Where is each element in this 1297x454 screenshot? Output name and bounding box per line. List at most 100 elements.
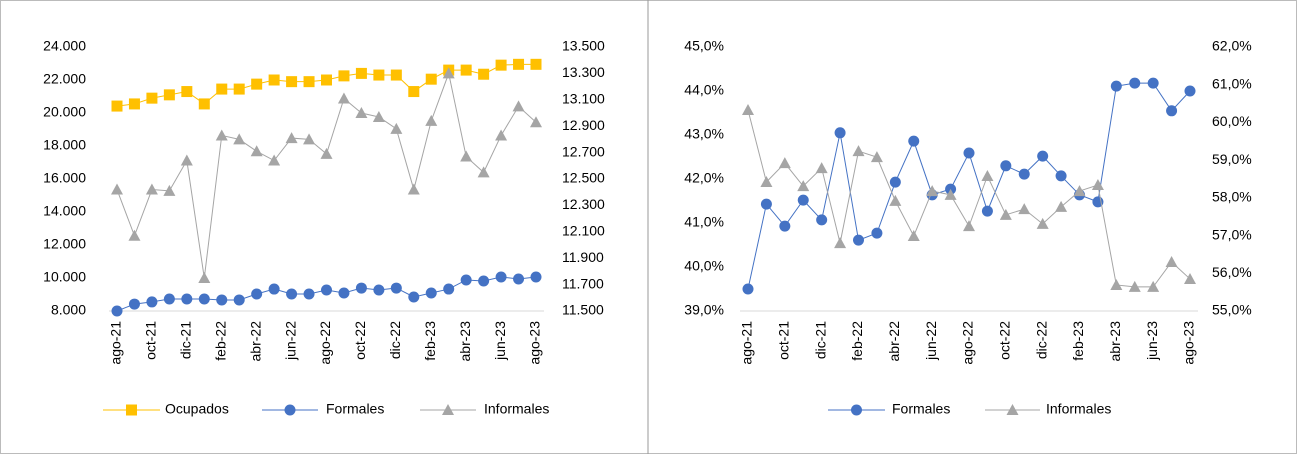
data-point (1091, 179, 1104, 191)
data-point (407, 183, 420, 195)
y-tick-label: 8.000 (51, 302, 86, 318)
data-point (146, 296, 158, 308)
x-tick-label: dic-21 (812, 321, 828, 359)
y2-tick-label: 12.900 (562, 117, 605, 133)
legend-marker (284, 404, 296, 416)
data-point (321, 284, 332, 296)
data-point (478, 68, 490, 80)
x-tick-label: oct-21 (143, 321, 159, 360)
x-tick-label: ago-21 (108, 321, 124, 365)
data-point (390, 69, 402, 81)
y2-tick-label: 11.700 (562, 275, 604, 291)
data-point (233, 133, 246, 145)
data-point (372, 110, 385, 122)
x-tick-label: dic-21 (178, 321, 194, 359)
data-point (390, 122, 403, 134)
y-tick-label: 44,0% (684, 82, 724, 98)
data-point (1165, 255, 1178, 267)
y2-tick-label: 62,0% (1212, 38, 1252, 54)
data-point (285, 132, 298, 144)
data-point (286, 76, 298, 88)
y-tick-label: 10.000 (43, 269, 86, 285)
y-tick-label: 20.000 (43, 104, 86, 120)
data-point (268, 74, 280, 86)
data-point (760, 176, 773, 188)
data-point (779, 220, 791, 232)
data-point (981, 205, 993, 217)
data-point (530, 116, 542, 128)
x-tick-label: dic-22 (1033, 321, 1049, 359)
data-point (513, 58, 525, 70)
y2-tick-label: 60,0% (1212, 113, 1252, 129)
data-point (1110, 278, 1123, 290)
data-point (251, 288, 263, 300)
data-point (981, 169, 994, 181)
legend-label: Formales (892, 401, 950, 417)
data-point (128, 98, 140, 110)
y-tick-label: 39,0% (684, 302, 724, 318)
data-point (198, 293, 210, 305)
data-point (303, 288, 315, 300)
data-point (513, 273, 525, 285)
data-point (215, 129, 228, 141)
data-point (373, 284, 385, 296)
data-point (889, 194, 902, 206)
data-point (1073, 185, 1086, 197)
x-tick-label: abr-23 (1107, 321, 1123, 362)
x-tick-label: jun-23 (492, 321, 508, 361)
data-point (1147, 77, 1159, 89)
data-point (460, 274, 472, 286)
data-point (478, 275, 490, 287)
data-point (495, 129, 508, 141)
y2-tick-label: 59,0% (1212, 151, 1252, 167)
data-point (1037, 150, 1049, 162)
data-point (1055, 170, 1067, 182)
data-point (111, 100, 123, 112)
legend-label: Informales (484, 401, 549, 417)
data-point (198, 98, 210, 110)
data-point (355, 282, 367, 294)
x-tick-label: feb-22 (212, 321, 228, 361)
data-point (355, 67, 367, 79)
data-point (907, 229, 920, 241)
data-point (181, 293, 193, 305)
x-tick-label: feb-23 (422, 321, 438, 361)
data-point (944, 188, 957, 200)
data-point (477, 166, 490, 178)
data-point (163, 184, 176, 196)
data-point (303, 133, 316, 145)
data-point (816, 214, 828, 226)
x-tick-label: jun-22 (282, 321, 298, 361)
data-point (1055, 200, 1068, 212)
y2-tick-label: 56,0% (1212, 264, 1252, 280)
legend-marker (1006, 404, 1019, 415)
y-tick-label: 22.000 (43, 71, 86, 87)
data-point (530, 271, 542, 283)
y2-tick-label: 55,0% (1212, 302, 1252, 318)
data-point (111, 305, 123, 317)
data-point (233, 294, 245, 306)
data-point (460, 64, 472, 76)
data-point (286, 288, 298, 300)
x-tick-label: jun-22 (923, 321, 939, 361)
data-point (815, 162, 828, 174)
data-point (1000, 160, 1012, 172)
x-tick-label: ago-21 (739, 321, 755, 365)
data-point (268, 283, 280, 295)
data-point (425, 73, 437, 85)
data-point (443, 283, 455, 295)
data-point (1147, 280, 1160, 292)
data-point (145, 183, 158, 195)
data-point (853, 234, 864, 246)
data-point (250, 145, 263, 157)
legend-label: Formales (326, 401, 384, 417)
y2-tick-label: 12.700 (562, 143, 605, 159)
x-tick-label: abr-23 (457, 321, 473, 362)
x-tick-label: oct-22 (352, 321, 368, 360)
data-point (797, 180, 810, 192)
data-point (926, 185, 939, 197)
data-point (425, 287, 437, 299)
x-tick-label: jun-23 (1144, 321, 1160, 361)
data-point (1036, 217, 1049, 229)
